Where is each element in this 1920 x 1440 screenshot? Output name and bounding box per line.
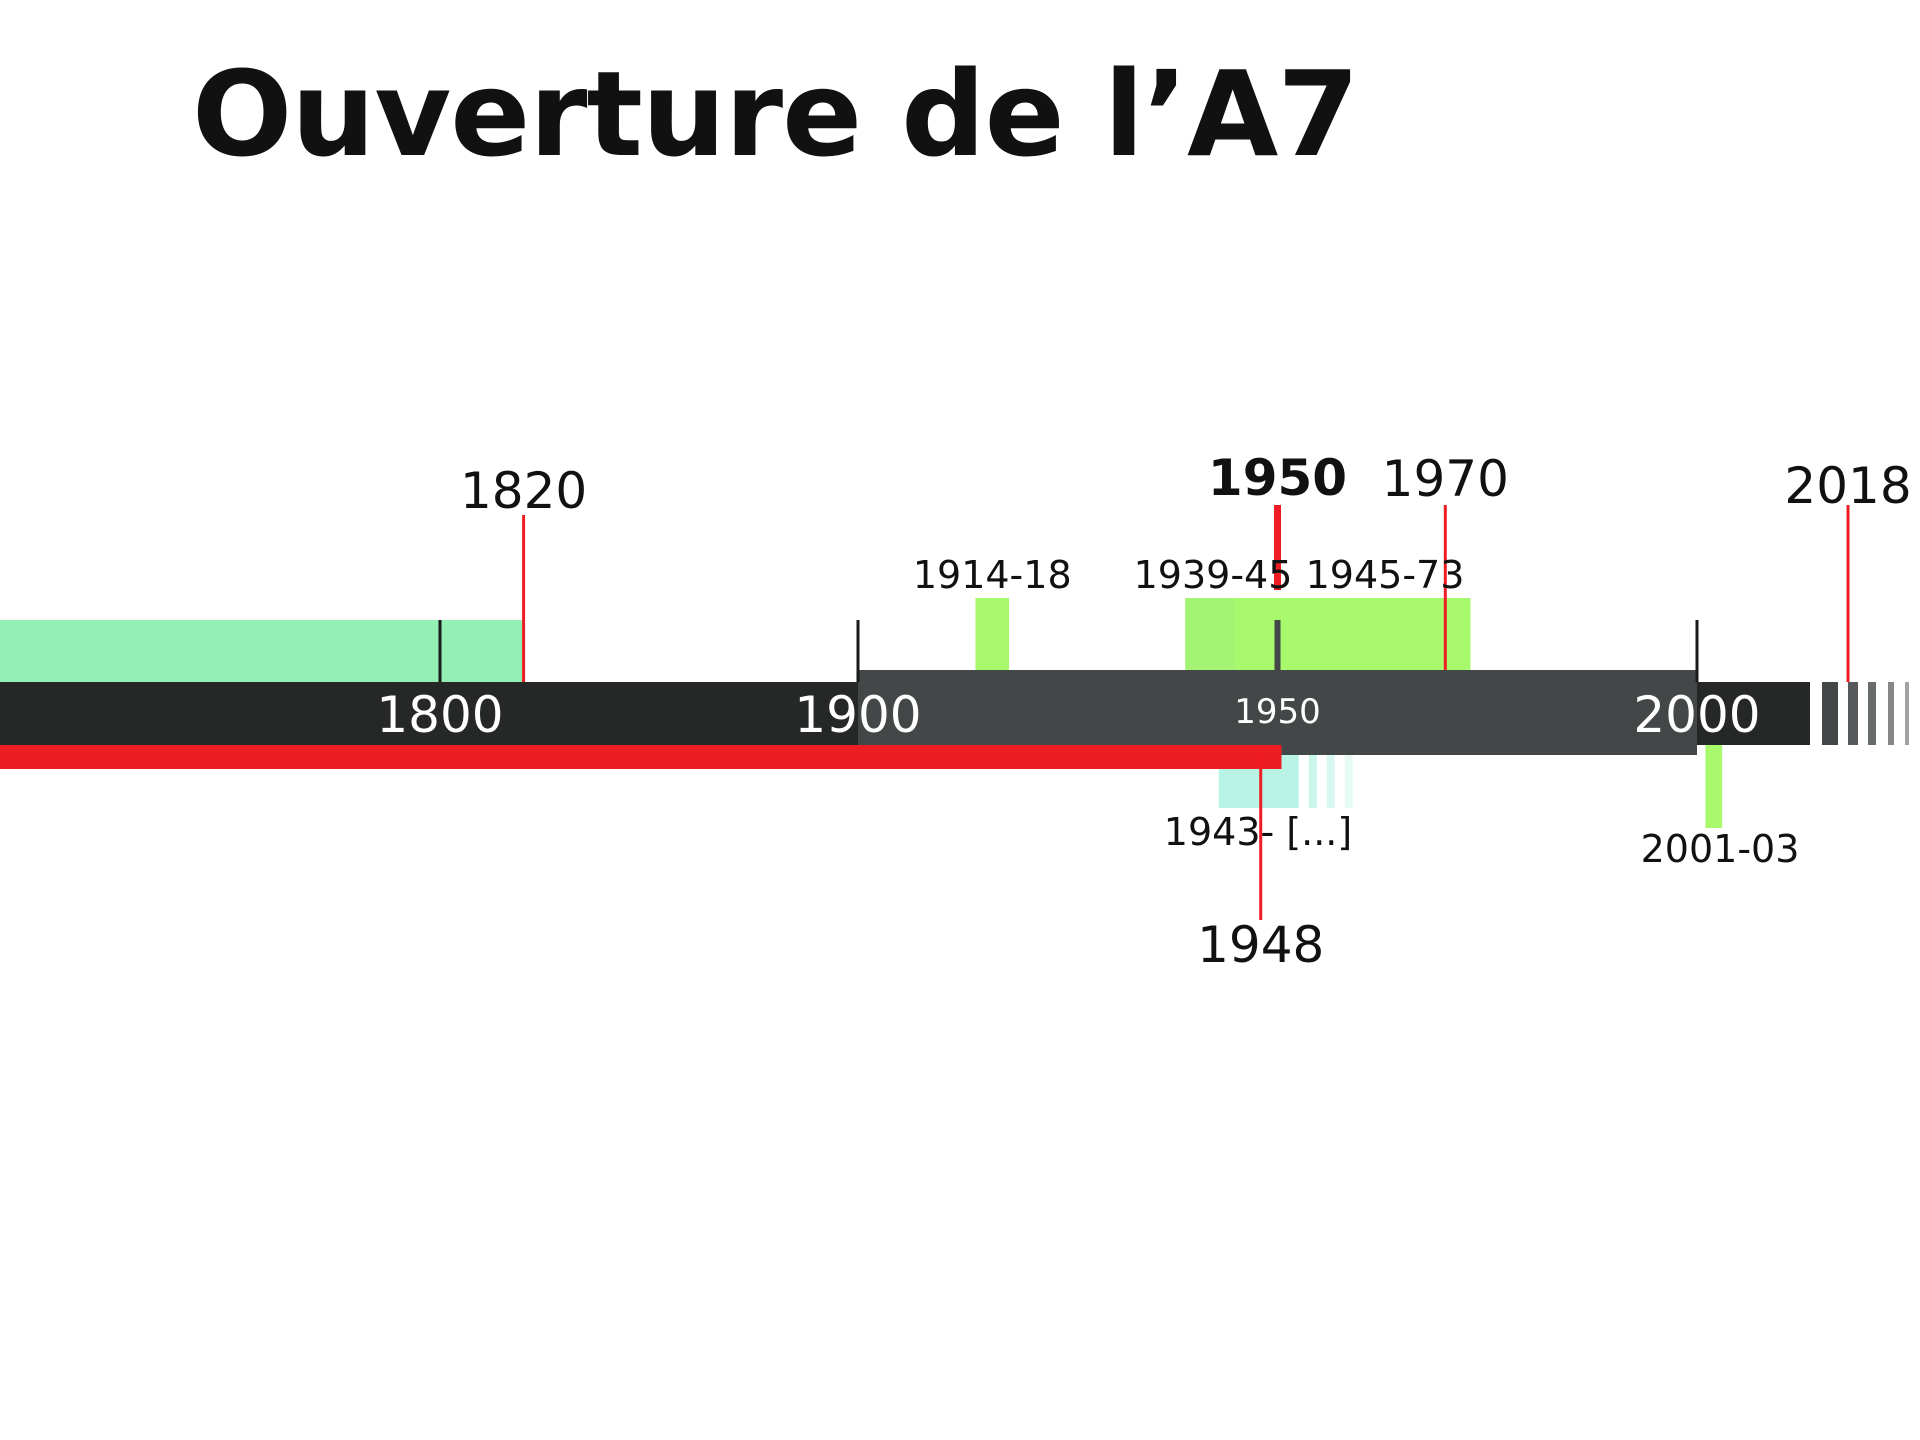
period-fade-stripe xyxy=(1326,752,1335,808)
period-bar-1945-73 xyxy=(1235,598,1471,672)
period-label-1945-73: 1945-73 xyxy=(1306,553,1465,597)
period-label-2001-03: 2001-03 xyxy=(1641,827,1800,871)
axis-continuation-dash xyxy=(1905,682,1909,745)
axis-continuation-dash xyxy=(1822,682,1838,745)
period-early-bar xyxy=(0,620,524,682)
period-fade-stripe xyxy=(1308,752,1317,808)
period-bar-1914-18 xyxy=(975,598,1010,672)
axis-bar-post2000 xyxy=(1697,682,1810,745)
axis-label-2000: 2000 xyxy=(1633,686,1760,744)
axis-label-1950: 1950 xyxy=(1234,692,1321,732)
period-label-1939-45: 1939-45 xyxy=(1134,553,1293,597)
period-bar-2001-03 xyxy=(1705,745,1723,828)
event-label-1820: 1820 xyxy=(460,462,587,520)
period-fade-stripe xyxy=(1344,752,1353,808)
page-title: Ouverture de l’A7 xyxy=(192,45,1359,183)
event-label-1950: 1950 xyxy=(1208,449,1347,507)
axis-continuation-dash xyxy=(1848,682,1858,745)
event-label-1970: 1970 xyxy=(1382,450,1509,508)
axis-bar-20th-century xyxy=(858,670,1697,755)
axis-continuation-dash xyxy=(1868,682,1876,745)
period-label-1914-18: 1914-18 xyxy=(913,553,1072,597)
period-label-1943: 1943- [...] xyxy=(1164,810,1352,854)
event-label-2018: 2018 xyxy=(1784,457,1911,515)
axis-continuation-dash xyxy=(1888,682,1894,745)
axis-label-1800: 1800 xyxy=(376,686,503,744)
event-label-1948: 1948 xyxy=(1197,916,1324,974)
axis-label-1900: 1900 xyxy=(794,686,921,744)
red-bar xyxy=(0,745,1282,769)
axis-bar-pre1900 xyxy=(0,682,858,745)
period-bar-1939-45 xyxy=(1185,598,1236,672)
